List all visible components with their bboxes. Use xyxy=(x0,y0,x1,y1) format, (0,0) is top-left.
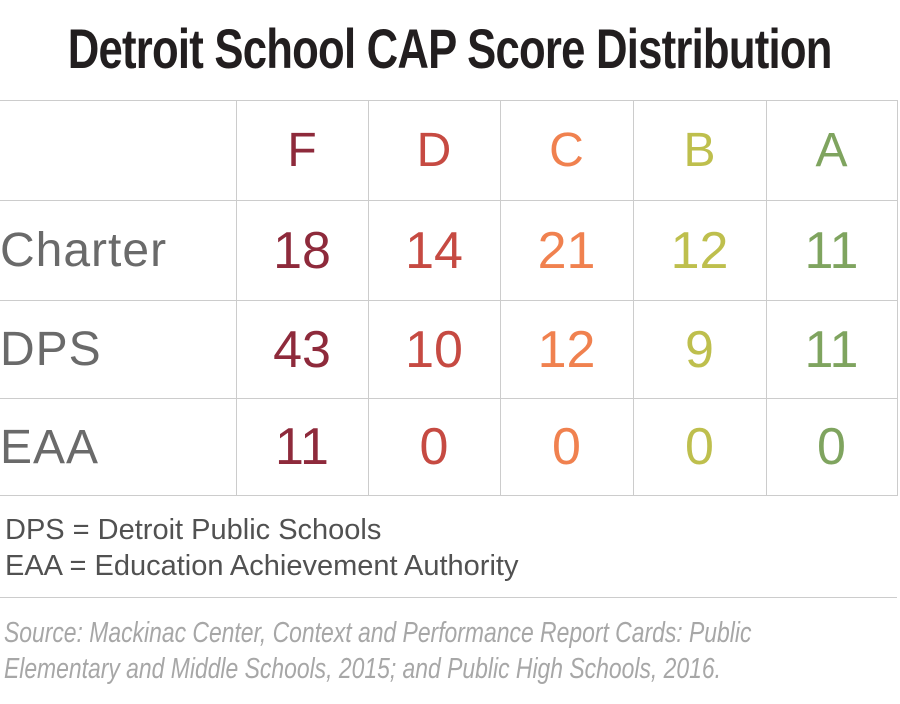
table-header-row: F D C B A xyxy=(0,100,898,201)
cell-eaa-d: 0 xyxy=(367,398,501,496)
col-header-c: C xyxy=(499,100,634,201)
cell-dps-d: 10 xyxy=(367,300,501,399)
cell-charter-b: 12 xyxy=(632,200,767,301)
source-line-1: Source: Mackinac Center, Context and Per… xyxy=(3,617,752,649)
cell-charter-a: 11 xyxy=(765,200,898,301)
cell-dps-f: 43 xyxy=(235,300,369,399)
cell-eaa-c: 0 xyxy=(499,398,634,496)
row-label-charter: Charter xyxy=(0,200,237,301)
footnotes: DPS = Detroit Public Schools EAA = Educa… xyxy=(0,512,900,584)
page-title: Detroit School CAP Score Distribution xyxy=(68,16,833,80)
table-row-eaa: EAA 11 0 0 0 0 xyxy=(0,398,898,496)
cell-dps-c: 12 xyxy=(499,300,634,399)
source-attribution: Source: Mackinac Center, Context and Per… xyxy=(0,615,752,687)
cell-eaa-a: 0 xyxy=(765,398,898,496)
cell-dps-b: 9 xyxy=(632,300,767,399)
table-row-charter: Charter 18 14 21 12 11 xyxy=(0,200,898,301)
cell-charter-d: 14 xyxy=(367,200,501,301)
cell-eaa-b: 0 xyxy=(632,398,767,496)
divider-line xyxy=(0,597,897,598)
col-header-d: D xyxy=(367,100,501,201)
table-row-dps: DPS 43 10 12 9 11 xyxy=(0,300,898,399)
footnote-eaa: EAA = Education Achievement Authority xyxy=(5,550,519,582)
cell-charter-f: 18 xyxy=(235,200,369,301)
col-header-f: F xyxy=(235,100,369,201)
cell-eaa-f: 11 xyxy=(235,398,369,496)
cell-charter-c: 21 xyxy=(499,200,634,301)
col-header-b: B xyxy=(632,100,767,201)
row-label-eaa: EAA xyxy=(0,398,237,496)
source-line-2: Elementary and Middle Schools, 2015; and… xyxy=(3,653,721,685)
footnote-dps: DPS = Detroit Public Schools xyxy=(5,514,382,546)
title-bar: Detroit School CAP Score Distribution xyxy=(0,0,900,100)
corner-cell xyxy=(0,100,237,201)
col-header-a: A xyxy=(765,100,898,201)
cap-score-table: F D C B A Charter 18 14 21 12 11 DPS 43 … xyxy=(0,100,898,496)
cell-dps-a: 11 xyxy=(765,300,898,399)
row-label-dps: DPS xyxy=(0,300,237,399)
